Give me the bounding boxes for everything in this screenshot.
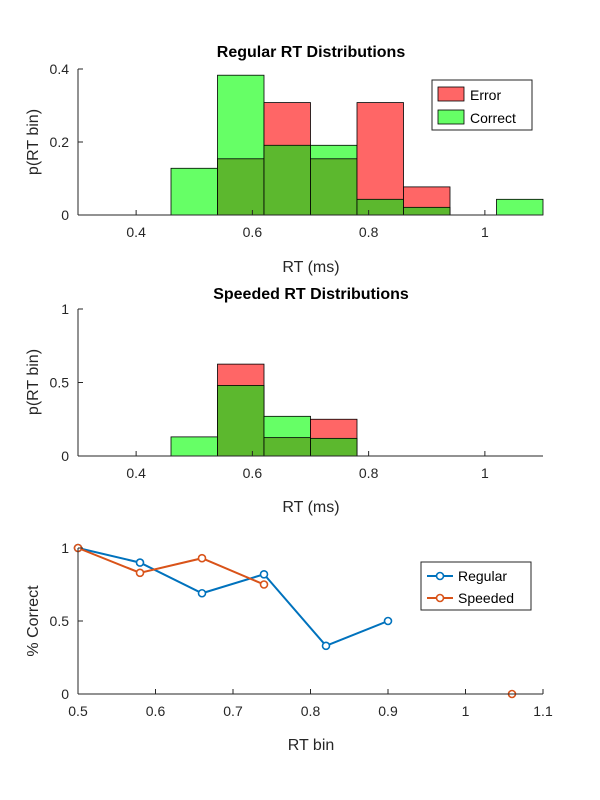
- correct-line-speeded: [77, 547, 265, 586]
- correct-legend: Regular Speeded: [420, 561, 532, 611]
- correct-ylabel: % Correct: [25, 585, 42, 657]
- regular-x-tick-label: 1: [481, 224, 489, 240]
- correct-point-regular: [197, 588, 207, 598]
- correct-axes: 0.5 0.6 0.7 0.8 0.9 1 1.100.51: [50, 540, 553, 719]
- regular-bar-overlap: [403, 206, 451, 216]
- regular-bar-correct: [170, 167, 218, 216]
- regular-legend-error-label: Error: [470, 87, 501, 103]
- regular-legend-correct-swatch: [437, 109, 465, 125]
- regular-x-tick-label: 0.8: [359, 224, 379, 240]
- correct-legend-regular-label: Regular: [458, 568, 507, 584]
- regular-ylabel: p(RT bin): [25, 109, 42, 175]
- regular-axes: 0.4 0.6 0.8 1 0 0.2 0.4: [50, 61, 543, 240]
- correct-x-tick-label: 0.9: [378, 703, 398, 719]
- regular-bar-error: [356, 102, 404, 216]
- speeded-bar-overlap: [217, 385, 265, 457]
- correct-x-tick-label: 1.1: [533, 703, 553, 719]
- correct-y-tick-label: 0: [61, 686, 69, 702]
- regular-xlabel: RT (ms): [282, 259, 339, 276]
- speeded-axes: 0.4 0.6 0.8 1 0 0.5 1: [50, 301, 543, 481]
- correct-point-speeded: [135, 568, 145, 578]
- speeded-y-tick-label: 1: [61, 301, 69, 317]
- speeded-bars: [170, 363, 358, 457]
- correct-y-tick-label: 0.5: [50, 613, 70, 629]
- correct-x-tick-label: 0.6: [146, 703, 166, 719]
- speeded-x-tick-label: 0.8: [359, 465, 379, 481]
- regular-legend-correct-label: Correct: [470, 110, 516, 126]
- regular-bars: [170, 74, 544, 216]
- correct-x-tick-label: 1: [462, 703, 470, 719]
- speeded-x-tick-label: 0.4: [126, 465, 146, 481]
- chart-speeded-rt-distributions: 0.4 0.6 0.8 1 0 0.5 1 Speeded RT Distributions…: [25, 286, 543, 516]
- correct-point-regular: [259, 569, 269, 579]
- correct-point-speeded: [197, 553, 207, 563]
- correct-x-tick-label: 0.7: [223, 703, 243, 719]
- speeded-x-tick-label: 0.6: [243, 465, 263, 481]
- regular-bar-overlap: [217, 158, 265, 216]
- chart-regular-rt-distributions: 0.4 0.6 0.8 1 0 0.2 0.4 Regular RT Distributio…: [25, 44, 544, 276]
- correct-y-tick-label: 1: [61, 540, 69, 556]
- speeded-ylabel: p(RT bin): [25, 349, 42, 415]
- speeded-xlabel: RT (ms): [282, 499, 339, 516]
- correct-line-regular: [77, 547, 389, 648]
- correct-x-tick-label: 0.8: [301, 703, 321, 719]
- regular-y-tick-label: 0.4: [50, 61, 70, 77]
- correct-point-regular: [135, 558, 145, 567]
- chart-percent-correct: 0.5 0.6 0.7 0.8 0.9 1 1.100.51 RT bin % Correc…: [25, 540, 553, 754]
- correct-x-tick-label: 0.5: [68, 703, 88, 719]
- regular-y-tick-label: 0: [61, 207, 69, 223]
- speeded-x-tick-label: 1: [481, 465, 489, 481]
- regular-legend: Error Correct: [431, 79, 533, 131]
- regular-bar-correct: [496, 198, 544, 216]
- correct-point-regular: [321, 641, 331, 651]
- correct-point-regular: [383, 616, 393, 626]
- regular-y-tick-label: 0.2: [50, 134, 70, 150]
- correct-legend-regular-marker: [435, 571, 445, 581]
- correct-point-speeded: [259, 580, 269, 589]
- speeded-title: Speeded RT Distributions: [213, 286, 409, 303]
- correct-legend-speeded-marker: [435, 593, 445, 603]
- regular-x-tick-label: 0.4: [126, 224, 146, 240]
- speeded-bar-overlap: [263, 437, 311, 457]
- regular-legend-error-swatch: [437, 86, 465, 102]
- correct-legend-speeded-label: Speeded: [458, 590, 514, 606]
- regular-title: Regular RT Distributions: [217, 44, 406, 61]
- speeded-y-tick-label: 0.5: [50, 375, 70, 391]
- speeded-y-tick-label: 0: [61, 448, 69, 464]
- correct-xlabel: RT bin: [288, 737, 335, 754]
- speeded-bar-overlap: [310, 437, 358, 457]
- regular-x-tick-label: 0.6: [243, 224, 263, 240]
- regular-bar-overlap: [356, 198, 404, 216]
- regular-bar-overlap: [263, 144, 311, 216]
- speeded-bar-correct: [170, 436, 218, 457]
- regular-bar-overlap: [310, 158, 358, 216]
